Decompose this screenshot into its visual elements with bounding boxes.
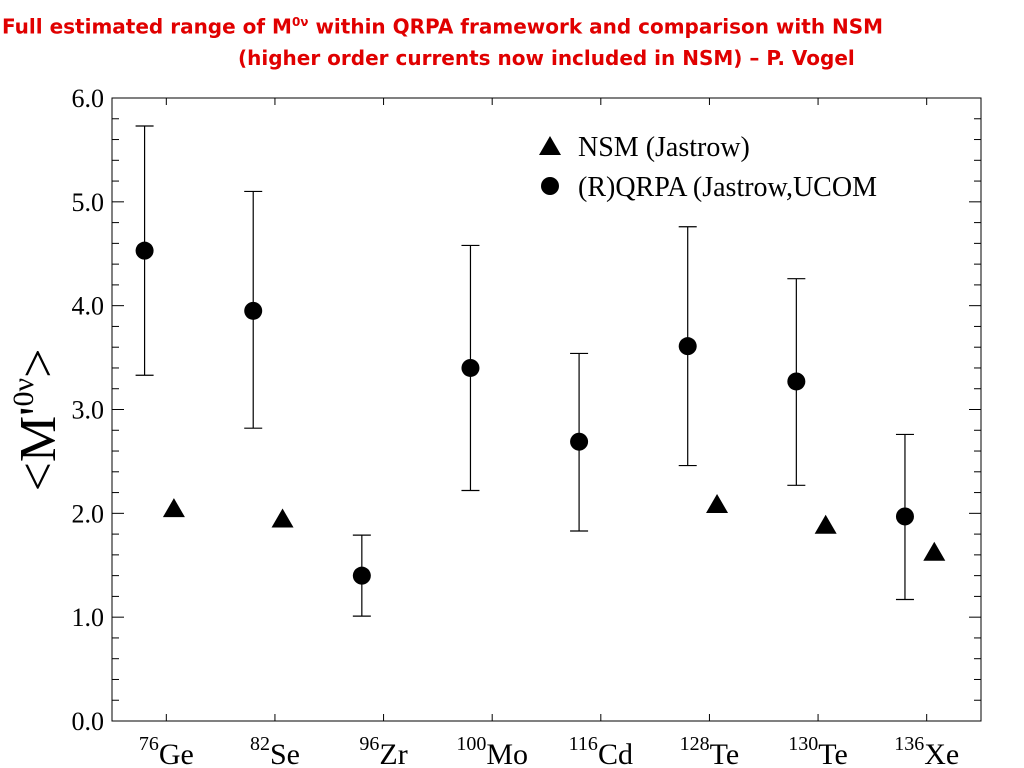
legend-qrpa-marker (541, 177, 559, 195)
x-category-label: 116Cd (569, 733, 633, 768)
x-category-label: 130Te (788, 733, 848, 768)
y-tick-label: 0.0 (72, 707, 105, 736)
nsm-point (814, 514, 837, 534)
y-tick-label: 5.0 (72, 188, 105, 217)
x-category-label: 100Mo (456, 733, 528, 768)
legend: NSM (Jastrow) (R)QRPA (Jastrow,UCOM (539, 132, 877, 203)
legend-qrpa-label: (R)QRPA (Jastrow,UCOM (578, 172, 877, 203)
y-tick-label: 4.0 (72, 292, 105, 321)
qrpa-point (570, 432, 589, 451)
y-tick-label: 3.0 (72, 396, 105, 425)
nsm-point (923, 541, 946, 561)
x-category-label: 96Zr (359, 733, 407, 768)
qrpa-point (678, 337, 697, 356)
qrpa-point (895, 507, 914, 526)
qrpa-point (244, 301, 263, 320)
axis-ticks (112, 97, 981, 722)
qrpa-point (135, 241, 154, 260)
x-category-label: 128Te (680, 733, 740, 768)
chart-title-line1: Full estimated range of M0ν within QRPA … (2, 14, 884, 39)
nsm-point (271, 508, 294, 528)
y-tick-label: 6.0 (72, 84, 105, 113)
title-superscript: 0ν (291, 15, 309, 29)
x-category-label: 76Ge (139, 733, 194, 768)
legend-nsm-label: NSM (Jastrow) (578, 132, 750, 163)
y-axis-label: <M'0ν> (7, 349, 67, 492)
qrpa-point (352, 566, 371, 585)
nsm-point (706, 493, 729, 513)
y-tick-labels: 0.0 1.0 2.0 3.0 4.0 5.0 6.0 (72, 84, 105, 736)
x-category-label: 136Xe (894, 733, 959, 768)
qrpa-point (787, 372, 806, 391)
data-points (135, 241, 946, 585)
nsm-point (162, 498, 185, 518)
y-tick-label: 2.0 (72, 499, 105, 528)
qrpa-point (461, 358, 480, 377)
legend-nsm-marker (539, 136, 561, 155)
chart-title-line2: (higher order currents now included in N… (238, 46, 855, 70)
x-category-label: 82Se (250, 733, 300, 768)
y-tick-label: 1.0 (72, 603, 105, 632)
x-category-labels: 76Ge 82Se 96Zr 100Mo 116Cd 128Te 130Te 136Xe (139, 733, 959, 768)
